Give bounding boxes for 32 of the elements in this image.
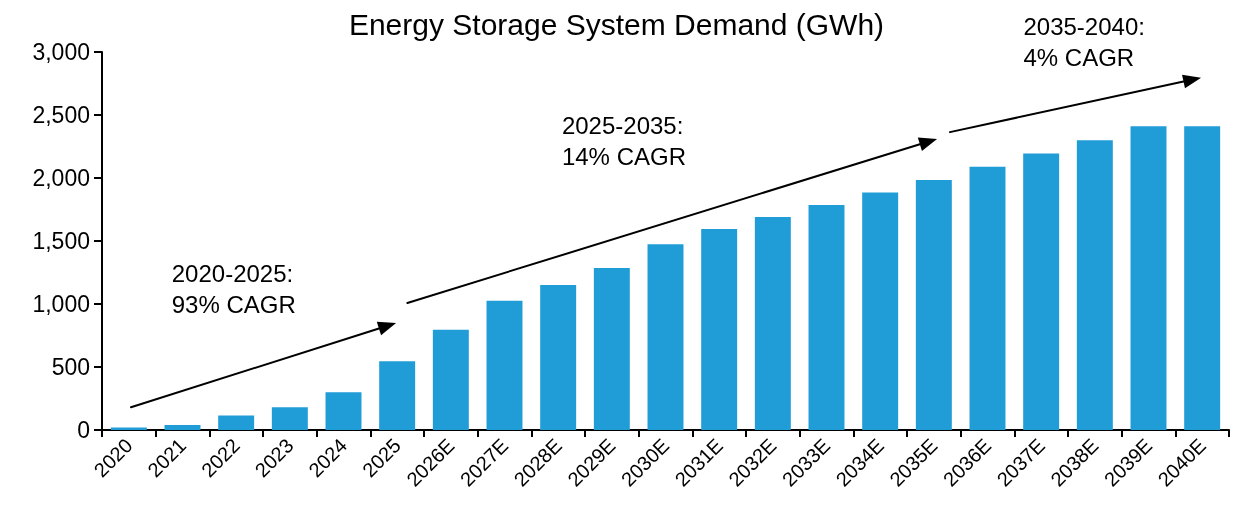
bar [808, 205, 845, 430]
bar [862, 192, 899, 430]
bar [647, 244, 684, 430]
bar [1184, 126, 1221, 430]
y-tick-label: 500 [51, 354, 90, 380]
bar [754, 217, 791, 430]
bar [379, 361, 416, 430]
annotation: 2035-2040: 4% CAGR [1023, 12, 1145, 71]
bar [164, 424, 201, 430]
annotation: 2020-2025: 93% CAGR [171, 259, 296, 319]
chart-title: Energy Storage System Demand (GWh) [348, 7, 885, 41]
y-tick-label: 2,500 [32, 102, 90, 128]
y-tick-label: 3,000 [32, 39, 90, 65]
y-tick-label: 2,000 [32, 165, 90, 191]
bar [593, 268, 630, 430]
y-tick-label: 1,000 [32, 291, 90, 317]
annotation: 2025-2035: 14% CAGR [561, 111, 686, 170]
bar [110, 427, 147, 430]
bar [1023, 153, 1060, 430]
bar [325, 392, 362, 430]
bar [486, 300, 523, 430]
bar [432, 329, 469, 430]
bar [969, 166, 1006, 430]
y-tick-label: 0 [77, 417, 90, 443]
bar [271, 407, 308, 430]
y-tick-label: 1,500 [32, 228, 90, 254]
bar [540, 285, 577, 430]
bar [701, 229, 738, 430]
bar [915, 179, 952, 430]
bar [1076, 140, 1113, 430]
bar [218, 415, 255, 430]
bar [1130, 126, 1167, 430]
